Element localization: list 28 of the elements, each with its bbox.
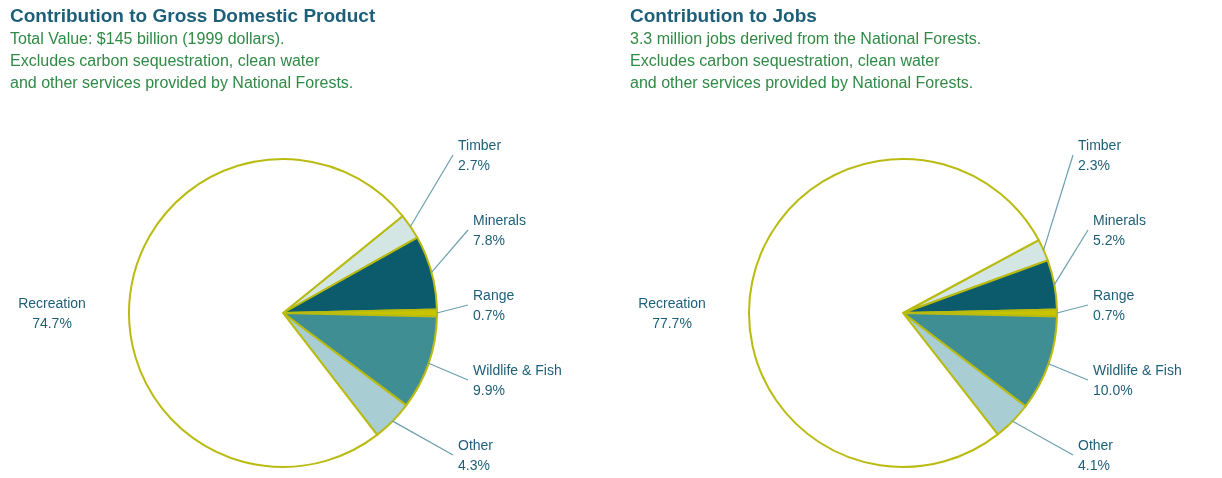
slice-label: Recreation [638, 295, 706, 311]
data-label: 9.9% [473, 382, 505, 398]
data-label: 77.7% [652, 315, 692, 331]
slice-label: Timber [1078, 137, 1122, 153]
data-label: 4.1% [1078, 457, 1110, 473]
slice-label: Recreation [18, 295, 86, 311]
data-label: 0.7% [1093, 307, 1125, 323]
chart-title: Contribution to Jobs [630, 5, 817, 26]
data-label: 2.7% [458, 157, 490, 173]
data-label: 10.0% [1093, 382, 1133, 398]
data-label: 5.2% [1093, 232, 1125, 248]
slice-label: Wildlife & Fish [1093, 362, 1182, 378]
chart-subtitle: 3.3 million jobs derived from the National Forests. Excludes carbon sequestration, clean water and other services provided by National Forests. [630, 30, 982, 91]
data-label: 7.8% [473, 232, 505, 248]
slice-label: Other [458, 437, 494, 453]
chart-subtitle: Total Value: $145 billion (1999 dollars). Excludes carbon sequestration, clean water and other services provided by National Forests. [10, 30, 354, 91]
slice-label: Range [473, 287, 515, 303]
slice-label: Other [1078, 437, 1114, 453]
chart-title: Contribution to Gross Domestic Product [10, 5, 376, 26]
slice-label: Minerals [1093, 212, 1146, 228]
data-label: 2.3% [1078, 157, 1110, 173]
slice-label: Range [1093, 287, 1135, 303]
slice-label: Wildlife & Fish [473, 362, 562, 378]
data-label: 4.3% [458, 457, 490, 473]
data-label: 74.7% [32, 315, 72, 331]
slice-label: Minerals [473, 212, 526, 228]
data-label: 0.7% [473, 307, 505, 323]
slice-label: Timber [458, 137, 502, 153]
